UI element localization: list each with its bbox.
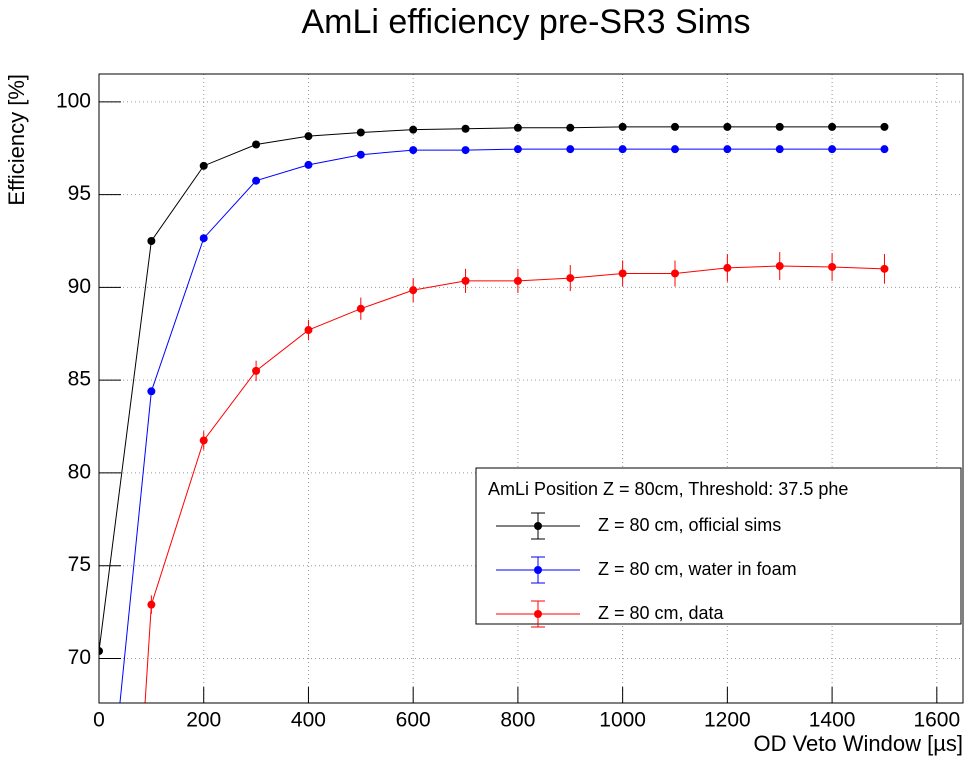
- data-point: [461, 276, 470, 285]
- data-point: [409, 146, 418, 155]
- data-point: [147, 236, 156, 245]
- legend-box: [475, 467, 962, 625]
- y-tick-label: 100: [56, 89, 91, 112]
- data-point: [461, 124, 470, 133]
- data-point: [513, 123, 522, 132]
- data-point: [199, 436, 208, 445]
- x-tick-label: 1400: [809, 709, 856, 732]
- y-tick-label: 70: [68, 646, 91, 669]
- data-point: [99, 647, 103, 656]
- data-point: [828, 122, 837, 131]
- x-tick-label: 200: [186, 709, 221, 732]
- data-point: [828, 262, 837, 271]
- x-tick-label: 600: [396, 709, 431, 732]
- legend-marker: [534, 610, 542, 618]
- data-point: [147, 387, 156, 396]
- y-tick-label: 90: [68, 275, 91, 298]
- data-point: [723, 145, 732, 154]
- x-axis-label: OD Veto Window [µs]: [753, 731, 963, 756]
- legend-label: Z = 80 cm, water in foam: [598, 559, 797, 579]
- data-point: [199, 161, 208, 170]
- legend-marker: [534, 522, 542, 530]
- data-point: [199, 234, 208, 243]
- data-point: [618, 145, 627, 154]
- series-line: [119, 148, 885, 703]
- x-tick-label: 1200: [704, 709, 751, 732]
- data-point: [304, 132, 313, 141]
- x-tick-label: 1000: [599, 709, 646, 732]
- data-point: [513, 145, 522, 154]
- series-line: [144, 265, 885, 703]
- data-point: [409, 286, 418, 295]
- data-point: [356, 304, 365, 313]
- data-point: [252, 140, 261, 149]
- data-point: [828, 145, 837, 154]
- data-point: [252, 176, 261, 185]
- legend-label: Z = 80 cm, official sims: [598, 515, 781, 535]
- series-line: [99, 126, 885, 652]
- data-point: [671, 269, 679, 278]
- data-point: [304, 160, 313, 169]
- data-point: [671, 122, 679, 131]
- y-tick-label: 85: [68, 368, 91, 391]
- x-tick-label: 400: [291, 709, 326, 732]
- legend-marker: [534, 566, 542, 574]
- data-point: [775, 122, 784, 131]
- x-tick-label: 1600: [913, 709, 960, 732]
- data-point: [566, 145, 575, 154]
- x-tick-label: 800: [500, 709, 535, 732]
- data-point: [775, 262, 784, 271]
- data-point: [618, 122, 627, 131]
- data-point: [461, 146, 470, 155]
- y-tick-label: 95: [68, 182, 91, 205]
- y-tick-label: 75: [68, 553, 91, 576]
- data-point: [723, 122, 732, 131]
- data-point: [356, 128, 365, 137]
- data-point: [775, 145, 784, 154]
- data-point: [147, 600, 156, 609]
- data-point: [880, 264, 889, 273]
- chart-title: AmLi efficiency pre-SR3 Sims: [301, 3, 750, 41]
- data-point: [356, 150, 365, 159]
- data-point: [252, 366, 261, 375]
- x-tick-label: 0: [93, 709, 105, 732]
- data-point: [513, 276, 522, 285]
- legend-title: AmLi Position Z = 80cm, Threshold: 37.5 …: [488, 479, 848, 499]
- data-point: [880, 122, 889, 131]
- data-point: [618, 269, 627, 278]
- plot-frame: [98, 73, 964, 704]
- data-point: [671, 145, 679, 154]
- data-point: [566, 274, 575, 283]
- data-point: [566, 123, 575, 132]
- data-point: [304, 326, 313, 335]
- y-tick-label: 80: [68, 460, 91, 483]
- y-axis-label: Efficiency [%]: [4, 74, 29, 206]
- data-point: [409, 125, 418, 134]
- data-point: [880, 145, 889, 154]
- legend-label: Z = 80 cm, data: [598, 603, 725, 623]
- data-point: [723, 263, 732, 272]
